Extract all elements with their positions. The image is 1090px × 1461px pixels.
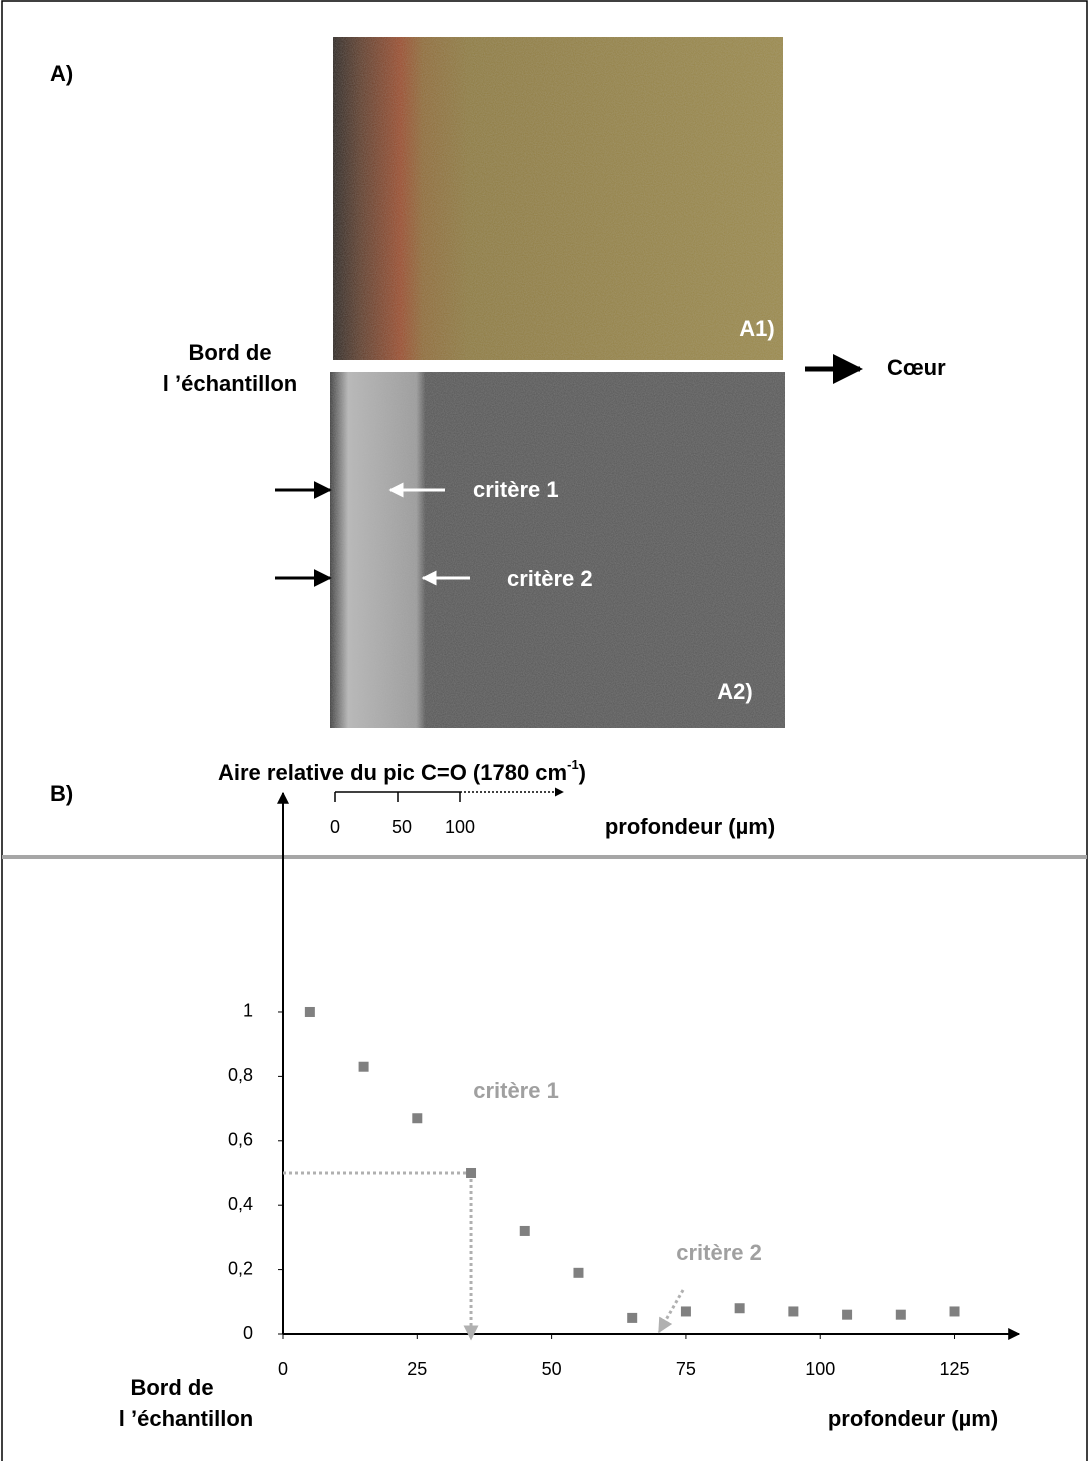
point [304,1006,315,1017]
annotation-label: critère 2 [676,1240,762,1265]
y-tick-label: 0,6 [228,1130,253,1150]
x-tick-label: 0 [278,1359,288,1379]
scale-label: 100 [445,817,475,837]
point [412,1113,423,1124]
x-tick-label: 50 [542,1359,562,1379]
point [573,1267,584,1278]
core-label: Cœur [887,355,946,380]
point [895,1309,906,1320]
point [358,1061,369,1072]
point [466,1167,477,1178]
point [680,1306,691,1317]
x-axis-title: profondeur (µm) [828,1406,998,1431]
y-axis-title-end: ) [579,760,586,785]
point [627,1312,638,1323]
y-tick-label: 0,4 [228,1194,253,1214]
scale-label: 0 [330,817,340,837]
plot: 0 0,2 0,4 0,6 0,8 1 0 25 50 75 100 125 critère 1 crit… [228,791,1021,1379]
edge-label: Bord de [188,340,271,365]
scale-label: 50 [392,817,412,837]
point [519,1225,530,1236]
y-tick-label: 0,2 [228,1258,253,1278]
edge-label: l ’échantillon [163,371,297,396]
x-tick-label: 100 [805,1359,835,1379]
micrograph-texture [333,37,783,360]
point [788,1306,799,1317]
edge-label: l ’échantillon [119,1406,253,1431]
y-axis-title-sup: -1 [567,757,579,772]
annotation-label: critère 1 [473,1078,559,1103]
x-tick-label: 25 [407,1359,427,1379]
panel-label: B) [50,781,73,806]
point [734,1303,745,1314]
x-tick-label: 125 [940,1359,970,1379]
guide-arrow [657,1289,685,1334]
criterion-label: critère 2 [507,566,593,591]
y-tick-label: 0,8 [228,1065,253,1085]
scale-title: profondeur (µm) [605,814,775,839]
y-axis-title-text: Aire relative du pic C=O (1780 cm [218,760,567,785]
image-label: A1) [739,316,774,341]
criterion-label: critère 1 [473,477,559,502]
point [842,1309,853,1320]
image-label: A2) [717,679,752,704]
micrograph-texture [330,372,785,728]
edge-label: Bord de [130,1375,213,1400]
y-tick-label: 0 [243,1323,253,1343]
y-tick-label: 1 [243,1001,253,1021]
point [949,1306,960,1317]
panel-label: A) [50,61,73,86]
y-axis-title: Aire relative du pic C=O (1780 cm-1) [218,757,586,784]
x-tick-label: 75 [676,1359,696,1379]
